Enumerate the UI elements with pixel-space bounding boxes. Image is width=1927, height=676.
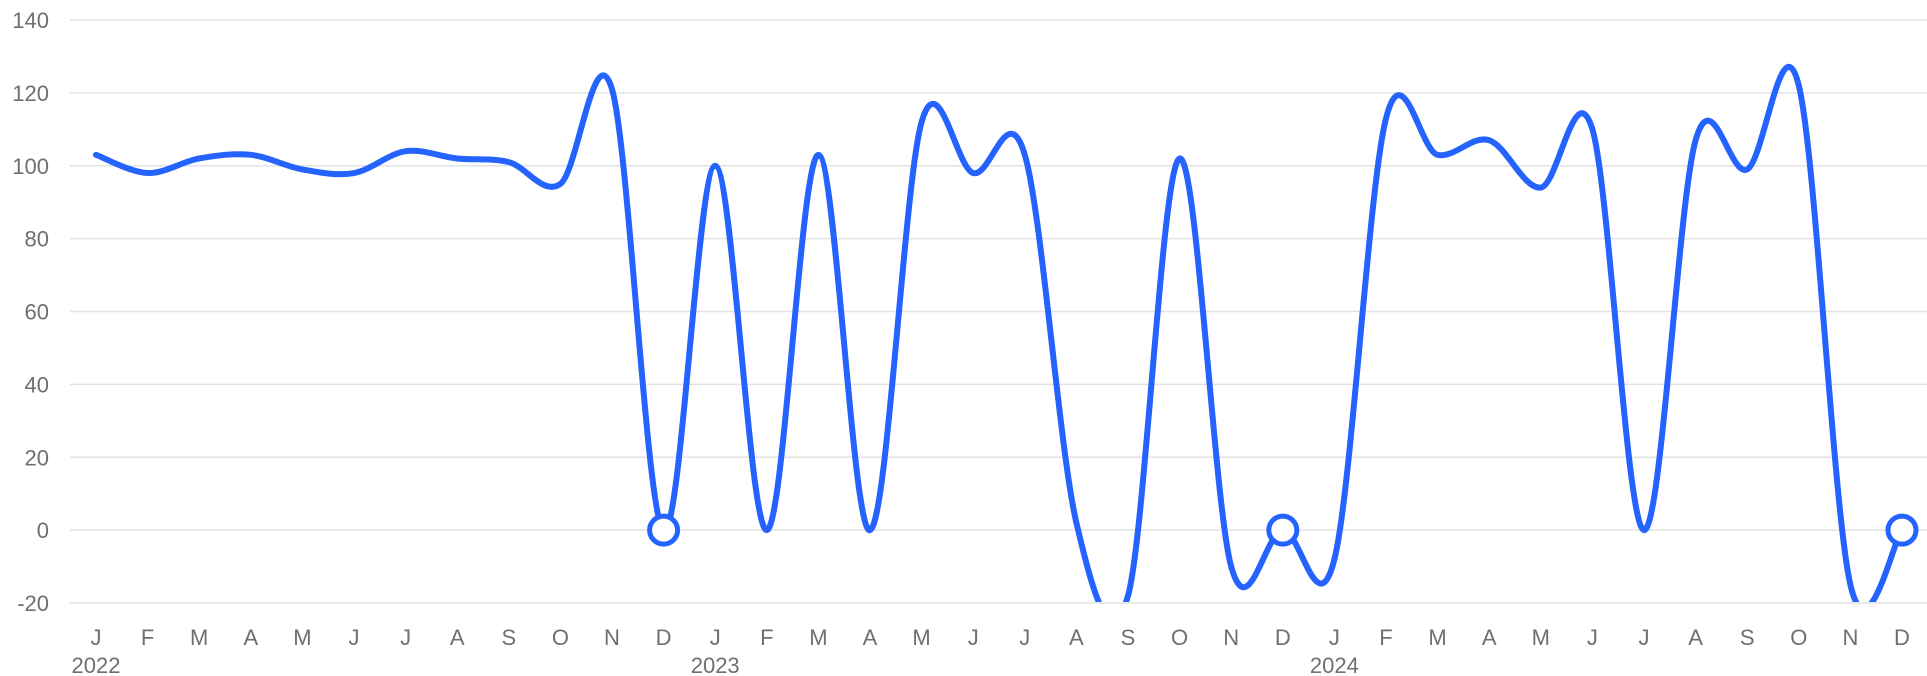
x-tick-label: A [863,625,878,650]
y-tick-label: 140 [12,8,49,33]
x-tick-label: A [1688,625,1703,650]
x-tick-label: M [912,625,930,650]
x-tick-label: A [1069,625,1084,650]
x-tick-label: M [190,625,208,650]
x-tick-label: J [1019,625,1030,650]
x-tick-label: S [1121,625,1136,650]
x-tick-label: D [656,625,672,650]
year-label: 2024 [1310,653,1359,676]
y-tick-label: 100 [12,154,49,179]
data-point-marker[interactable] [1885,513,1919,547]
y-tick-label: -20 [17,591,49,616]
series-group [93,63,1905,602]
markers-group [647,513,1919,547]
y-tick-label: 20 [25,445,49,470]
x-tick-label: J [968,625,979,650]
year-label: 2023 [691,653,740,676]
x-tick-label: M [809,625,827,650]
x-tick-label: O [1171,625,1188,650]
series-line [93,63,1905,602]
x-tick-label: D [1894,625,1910,650]
x-tick-label: N [1223,625,1239,650]
x-tick-label: J [1639,625,1650,650]
x-tick-label: J [91,625,102,650]
x-tick-label: A [1482,625,1497,650]
y-tick-label: 0 [37,518,49,543]
x-tick-label: S [501,625,516,650]
x-tick-label: O [1790,625,1807,650]
x-tick-label: J [710,625,721,650]
x-tick-label: A [243,625,258,650]
x-tick-label: N [1842,625,1858,650]
y-axis: 140 120 100 80 60 40 20 0 -20 [12,8,49,616]
x-tick-label: D [1275,625,1291,650]
x-tick-label: M [1428,625,1446,650]
gridlines [70,19,1927,604]
data-point-marker[interactable] [647,513,681,547]
x-tick-label: O [552,625,569,650]
x-tick-label: J [349,625,360,650]
y-tick-label: 80 [25,227,49,252]
data-point-marker[interactable] [1266,513,1300,547]
y-tick-label: 60 [25,300,49,325]
x-tick-label: F [1379,625,1392,650]
x-tick-label: F [141,625,154,650]
x-tick-label: A [450,625,465,650]
x-tick-label: F [760,625,773,650]
x-tick-label: N [604,625,620,650]
x-tick-label: M [293,625,311,650]
y-tick-label: 40 [25,372,49,397]
y-tick-label: 120 [12,81,49,106]
x-tick-label: S [1740,625,1755,650]
x-tick-label: M [1532,625,1550,650]
x-tick-label: J [1329,625,1340,650]
x-tick-label: J [400,625,411,650]
year-label: 2022 [72,653,121,676]
x-tick-label: J [1587,625,1598,650]
x-axis: J F M A M J J A S O N D J F M A M J J A S O N D J F M A M J J A S O N D 2022… [72,625,1910,676]
